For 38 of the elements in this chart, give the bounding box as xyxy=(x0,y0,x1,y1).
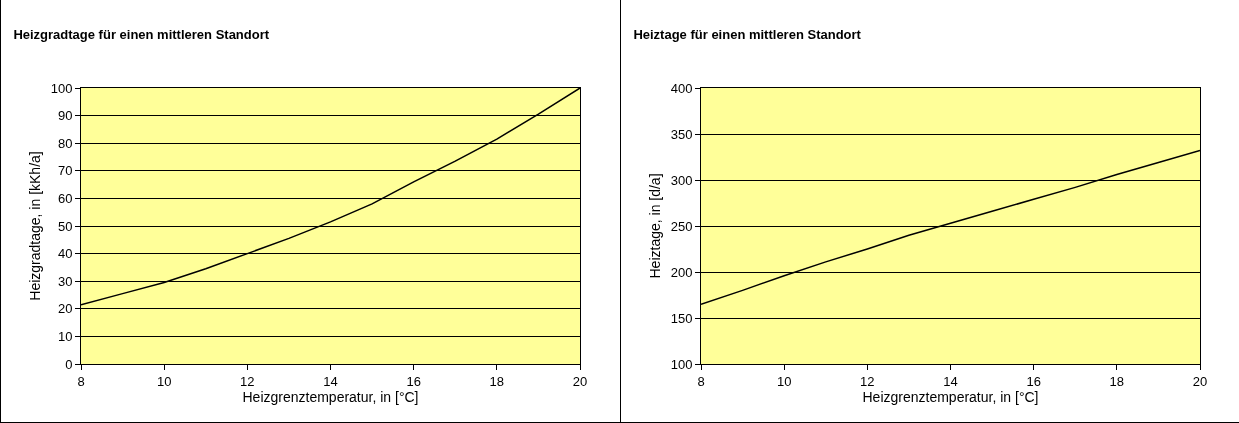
y-tick-label: 40 xyxy=(57,246,73,262)
x-tick-label: 20 xyxy=(1192,373,1208,389)
x-tick-label: 10 xyxy=(156,373,172,389)
x-tick-label: 14 xyxy=(943,373,958,389)
x-tick-label: 20 xyxy=(572,373,588,389)
y-tick-label: 200 xyxy=(670,264,693,280)
y-tick-label: 90 xyxy=(57,108,73,124)
y-tick-label: 20 xyxy=(57,301,73,317)
y-axis-title: Heiztage, in [d/a] xyxy=(647,173,664,279)
x-tick-label: 12 xyxy=(240,373,255,389)
x-tick-label: 8 xyxy=(77,373,85,389)
y-tick-label: 300 xyxy=(670,172,693,188)
y-tick-label: 30 xyxy=(57,273,73,289)
x-tick-label: 16 xyxy=(1026,373,1041,389)
y-tick-label: 70 xyxy=(57,163,73,179)
x-tick-label: 12 xyxy=(860,373,875,389)
y-tick-label: 350 xyxy=(670,126,693,142)
x-tick-label: 8 xyxy=(697,373,705,389)
x-tick-label: 14 xyxy=(323,373,338,389)
y-tick-label: 100 xyxy=(670,356,693,372)
y-axis-title: Heizgradtage, in [kKh/a] xyxy=(27,151,44,301)
y-tick-label: 60 xyxy=(57,190,73,206)
x-axis-title: Heizgrenztemperatur, in [°C] xyxy=(862,388,1039,405)
y-tick-label: 150 xyxy=(670,310,693,326)
x-tick-label: 18 xyxy=(489,373,505,389)
y-tick-label: 10 xyxy=(57,328,73,344)
x-tick-label: 10 xyxy=(776,373,792,389)
y-tick-label: 80 xyxy=(57,135,73,151)
y-tick-label: 100 xyxy=(50,80,73,96)
x-tick-label: 16 xyxy=(406,373,421,389)
y-tick-label: 50 xyxy=(57,218,73,234)
x-tick-label: 18 xyxy=(1109,373,1125,389)
y-tick-label: 400 xyxy=(670,80,693,96)
y-tick-label: 250 xyxy=(670,218,693,234)
y-tick-label: 0 xyxy=(65,356,73,372)
chart-title: Heiztage für einen mittleren Standort xyxy=(633,26,862,42)
chart-title: Heizgradtage für einen mittleren Standort xyxy=(13,26,270,42)
x-axis-title: Heizgrenztemperatur, in [°C] xyxy=(242,388,419,405)
